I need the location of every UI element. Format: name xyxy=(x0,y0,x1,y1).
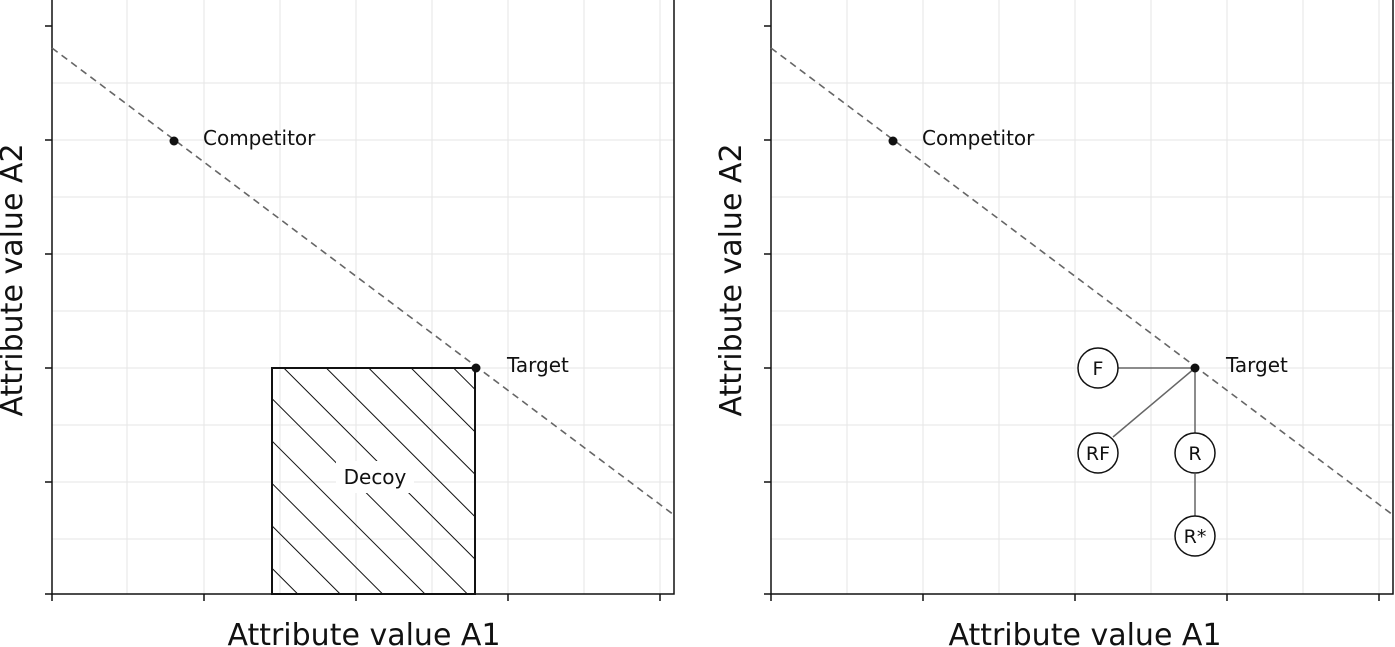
right-competitor-point xyxy=(888,136,898,146)
left-panel: Decoy Competitor Target Attribute value … xyxy=(0,0,675,647)
right-target-point xyxy=(1190,363,1200,373)
right-indifference-line xyxy=(770,47,1394,516)
right-x-axis-label: Attribute value A1 xyxy=(948,618,1221,647)
right-axis-ticks xyxy=(764,25,1380,601)
left-x-axis-label: Attribute value A1 xyxy=(227,618,500,647)
left-target-point xyxy=(471,363,481,373)
left-axis-ticks xyxy=(45,25,661,601)
left-competitor-point xyxy=(169,136,179,146)
left-competitor-label: Competitor xyxy=(203,126,316,150)
left-indifference-line xyxy=(51,47,675,516)
node-r: R xyxy=(1174,432,1216,474)
left-y-axis-label: Attribute value A2 xyxy=(0,143,30,416)
left-target-label: Target xyxy=(506,353,569,377)
right-y-axis-label: Attribute value A2 xyxy=(714,143,749,416)
right-plot-frame xyxy=(770,0,1394,595)
right-competitor-label: Competitor xyxy=(922,126,1035,150)
decoy-region xyxy=(271,367,476,595)
node-r-label: R xyxy=(1188,443,1201,465)
node-f-label: F xyxy=(1093,358,1104,380)
node-rf-label: RF xyxy=(1086,443,1110,465)
node-rf: RF xyxy=(1077,432,1119,474)
node-r-star-label: R* xyxy=(1184,526,1207,548)
right-target-label: Target xyxy=(1225,353,1288,377)
connector-lines xyxy=(1112,367,1196,516)
decoy-label: Decoy xyxy=(344,465,407,489)
right-grid xyxy=(771,0,1393,594)
right-panel: Competitor Target F RF R R* Attribute va… xyxy=(714,0,1394,647)
node-r-star: R* xyxy=(1174,515,1216,557)
node-f: F xyxy=(1077,347,1119,389)
